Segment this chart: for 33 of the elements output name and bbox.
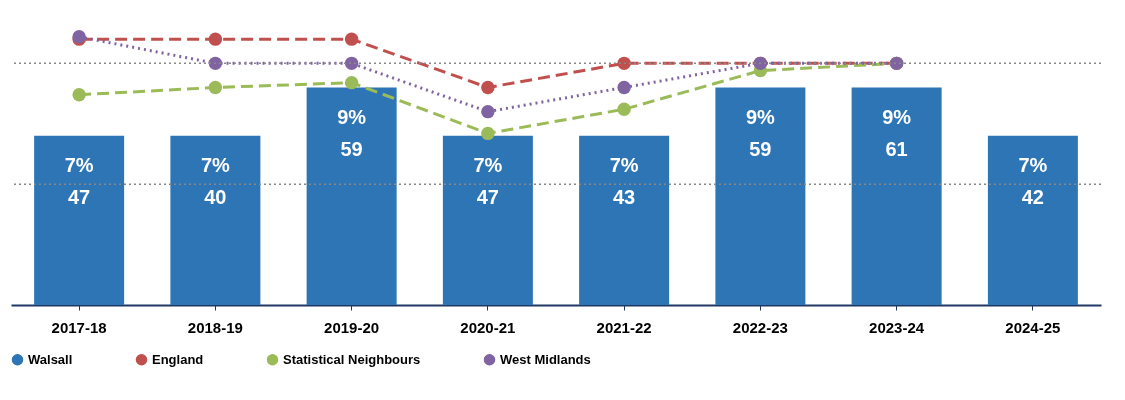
data-label: 7% 42	[1018, 153, 1048, 208]
data-label: 9% 59	[337, 105, 367, 160]
legend-label: Statistical Neighbours	[283, 351, 421, 367]
point	[617, 56, 631, 71]
legend-label: West Midlands	[500, 351, 591, 367]
x-tick-label: 2023-24	[869, 318, 925, 336]
point	[617, 102, 631, 116]
point	[481, 126, 495, 141]
data-label: 7% 40	[200, 153, 231, 208]
data-label: 7% 43	[609, 153, 639, 208]
point	[344, 56, 359, 71]
data-label: 9% 59	[745, 105, 776, 160]
point	[344, 32, 359, 46]
point	[481, 104, 495, 119]
x-tick-label: 2019-20	[324, 318, 380, 336]
data-label: 7% 47	[64, 153, 94, 208]
x-tick-label: 2022-23	[732, 318, 788, 336]
point	[344, 75, 359, 90]
x-tick-label: 2017-18	[51, 318, 107, 336]
point	[481, 80, 495, 95]
x-tick-label: 2018-19	[187, 318, 243, 336]
data-label: 9% 61	[882, 105, 912, 160]
legend-label: England	[152, 351, 204, 367]
data-label: 7% 47	[473, 153, 503, 208]
x-tick-label: 2024-25	[1005, 318, 1061, 336]
legend-label: Walsall	[28, 351, 73, 367]
x-tick-label: 2020-21	[460, 318, 516, 336]
point	[208, 56, 223, 71]
point	[208, 32, 223, 46]
x-tick-label: 2021-22	[596, 318, 652, 336]
point	[72, 88, 86, 102]
point	[617, 80, 631, 95]
point	[208, 80, 223, 95]
